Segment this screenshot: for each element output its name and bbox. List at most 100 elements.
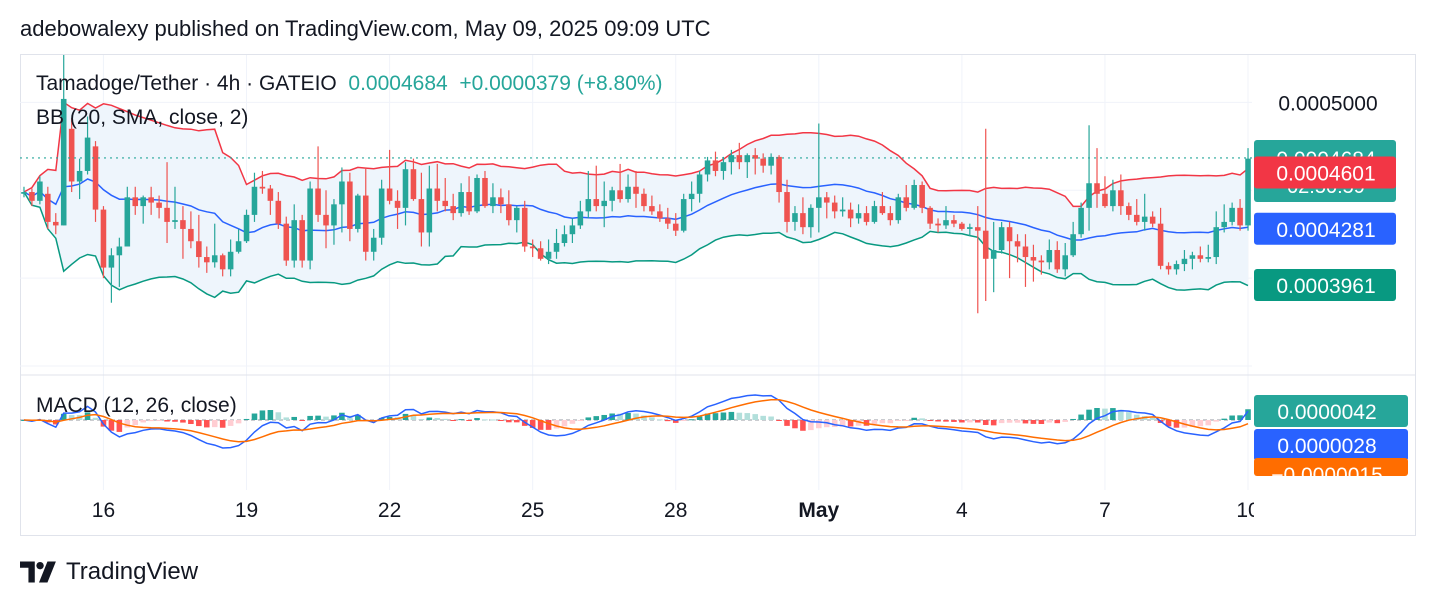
macd-histogram-bar (331, 415, 337, 420)
candle (283, 216, 290, 266)
macd-histogram-bar (879, 420, 886, 424)
candle-body (728, 155, 735, 163)
candle-body (513, 207, 520, 221)
candle (418, 172, 425, 247)
candle-body (196, 241, 202, 258)
macd-histogram-bar (569, 420, 576, 424)
candle-body (601, 200, 607, 207)
candle (998, 221, 1005, 254)
candle (1006, 221, 1013, 279)
candle (291, 204, 298, 268)
candle (227, 239, 234, 277)
candle (760, 153, 766, 173)
candle (561, 225, 568, 247)
macd-histogram-bar (267, 410, 274, 420)
candle-body (188, 228, 194, 242)
candle (1181, 250, 1188, 272)
candle-body (29, 192, 35, 201)
candle-body (696, 174, 703, 194)
candle (792, 206, 798, 231)
macd-histogram-bar (974, 420, 981, 423)
candle-body (680, 199, 687, 231)
candle-body (974, 227, 981, 231)
candle (132, 186, 139, 215)
candle-body (1141, 216, 1148, 222)
macd-histogram-bar (672, 420, 679, 423)
candle-body (1205, 257, 1212, 259)
candle-body (935, 223, 941, 226)
y-tick-label: 0.0005000 (1278, 92, 1377, 115)
candle-body (490, 197, 496, 207)
candle-body (895, 197, 902, 221)
candle-body (1054, 250, 1061, 270)
candle (482, 170, 488, 208)
candle (355, 193, 361, 233)
candle-body (1094, 183, 1100, 194)
candle-body (1237, 207, 1243, 226)
macd-histogram-bar (84, 412, 91, 420)
candle (768, 153, 774, 175)
candle (696, 170, 703, 203)
tradingview-logo-icon[interactable] (20, 561, 58, 583)
price-label-text: 0.0004281 (1276, 219, 1375, 242)
macd-histogram-bar (1038, 420, 1045, 425)
macd-histogram-bar (188, 420, 194, 425)
macd-histogram-bar (506, 420, 512, 423)
candle (1046, 239, 1053, 270)
candle-body (21, 192, 27, 194)
macd-histogram-bar (132, 420, 139, 426)
tradingview-brand[interactable]: TradingView (66, 558, 199, 585)
macd-histogram-bar (1014, 420, 1021, 423)
macd-histogram-bar (1046, 420, 1053, 423)
macd-histogram-bar (768, 416, 774, 420)
candle (211, 223, 218, 268)
macd-histogram-bar (982, 420, 989, 425)
macd-histogram-bar (1213, 420, 1220, 422)
candle (148, 186, 154, 215)
candle (649, 195, 655, 215)
candle (657, 204, 663, 222)
macd-histogram-bar (792, 420, 798, 429)
candle-body (545, 251, 552, 259)
candle (402, 162, 409, 226)
macd-line (23, 394, 1249, 449)
candle-body (625, 186, 631, 200)
macd-histogram-bar (927, 420, 933, 421)
candle-body (219, 255, 226, 270)
macd-legend[interactable]: MACD (12, 26, close) (36, 394, 237, 417)
macd-histogram-bar (1149, 417, 1156, 420)
macd-histogram-bar (951, 420, 957, 422)
macd-histogram-bar (537, 420, 544, 430)
macd-histogram-bar (124, 420, 131, 428)
candle (100, 206, 107, 279)
macd-histogram-bar (943, 420, 949, 422)
candle-body (951, 220, 957, 224)
candle (156, 195, 162, 219)
macd-histogram-bar (1030, 420, 1037, 424)
macd-histogram-bar (990, 420, 997, 426)
candle (704, 156, 711, 182)
candle-body (537, 248, 544, 259)
macd-histogram-bar (442, 418, 449, 420)
candle-body (506, 204, 512, 221)
macd-label-box (1254, 395, 1408, 427)
macd-histogram-bar (688, 419, 695, 421)
bb-legend[interactable]: BB (20, SMA, close, 2) (36, 106, 249, 129)
macd-histogram-bar (513, 420, 520, 423)
price-change: +0.0000379 (+8.80%) (459, 72, 663, 95)
candle-body (84, 137, 91, 171)
candle-body (370, 237, 377, 252)
candle-body (561, 234, 568, 243)
macd-histogram-bar (823, 420, 830, 428)
candle-body (879, 206, 886, 214)
macd-histogram-bar (1133, 414, 1140, 420)
candle-body (529, 246, 536, 249)
symbol-title[interactable]: Tamadoge/Tether · 4h · GATEIO (36, 72, 337, 95)
macd-label-clip (1254, 478, 1414, 518)
macd-histogram-bar (585, 417, 592, 420)
macd-histogram-bar (299, 420, 305, 421)
candle (1054, 241, 1061, 273)
candle (442, 177, 449, 212)
candle-body (1157, 223, 1164, 266)
